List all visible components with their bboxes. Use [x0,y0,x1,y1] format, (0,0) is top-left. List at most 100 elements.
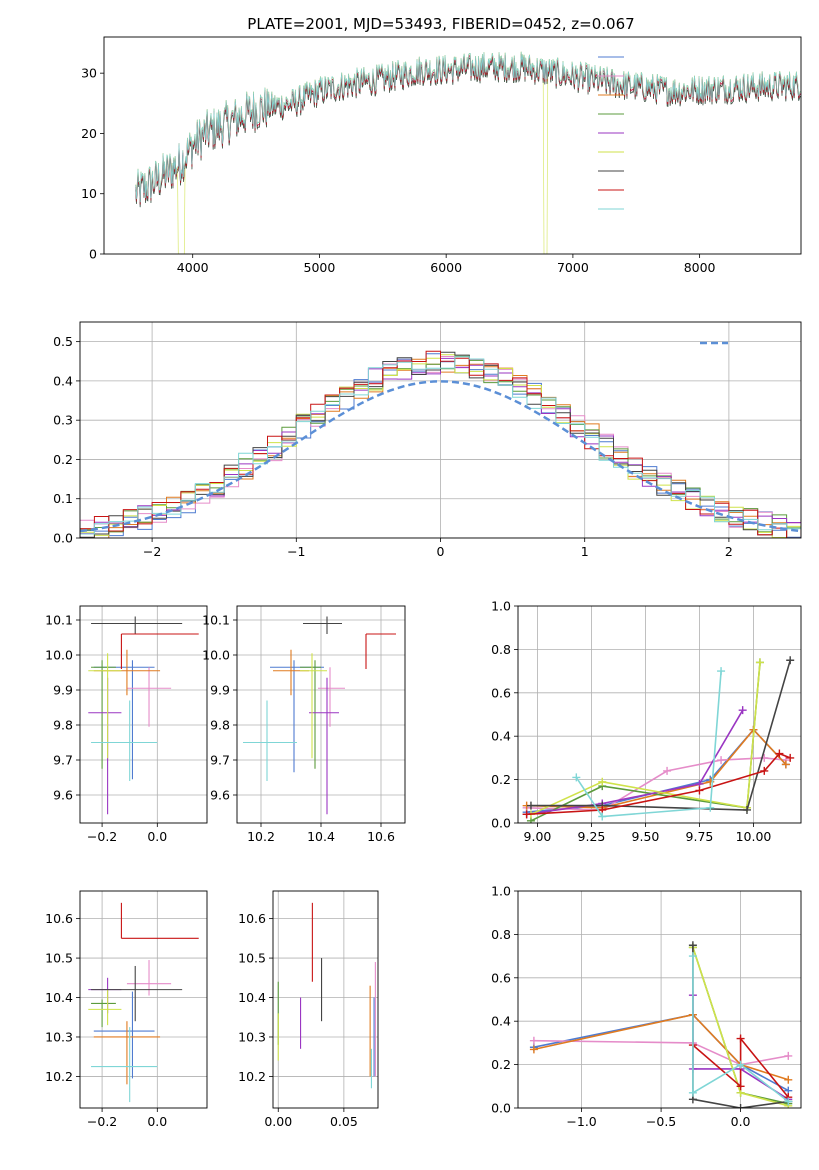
y-tick-label: 0.4 [491,1014,511,1029]
y-tick-label: 0.8 [491,642,511,657]
weight-line [526,752,791,816]
axes-frame [236,605,406,824]
plot-area [80,606,207,823]
x-tick-label: 9.25 [578,829,606,844]
spectrum-line [135,54,801,205]
axes-frame [103,36,802,255]
weight-line [692,956,789,1103]
spectrum-line [135,54,801,205]
weight-marker [688,952,697,961]
y-tick-label: 10 [81,186,97,201]
y-tick-label: 0.6 [491,970,511,985]
plot-area [518,606,801,823]
y-tick-label: 10.4 [238,990,266,1005]
x-tick-label: 0.00 [264,1114,292,1129]
gaussian-curve [80,380,801,533]
spectrum-line [135,56,801,208]
panel-z_mass: −0.2 0.0 10.2 10.3 10.4 10.5 10.6 [45,890,208,1129]
weight-marker [736,1060,745,1069]
x-tick-label: −1 [287,544,305,559]
x-tick-label: 0.0 [147,1114,167,1129]
y-tick-label: 10.0 [202,648,230,663]
weight-marker [695,786,704,795]
weight-marker [738,706,747,715]
x-tick-label: 9.75 [686,829,714,844]
y-tick-label: 9.9 [210,683,230,698]
y-tick-label: 9.6 [53,788,73,803]
weight-line [533,1013,789,1081]
y-tick-label: 0.0 [491,816,511,831]
plot-area [237,606,405,823]
weight-marker [706,803,715,812]
x-tick-label: 9.50 [632,829,660,844]
axes-frame [517,605,802,824]
weight-marker [786,656,795,665]
axes-frame [79,321,802,539]
weight-marker [755,658,764,667]
x-tick-label: 10.2 [247,829,275,844]
weight-line [526,728,787,809]
x-tick-label: −0.5 [646,1114,676,1129]
y-tick-label: 0.0 [491,1101,511,1116]
y-tick-label: 10.0 [45,648,73,663]
y-tick-label: 10.3 [238,1029,266,1044]
spectrum-line [135,51,801,203]
y-tick-label: 10.6 [45,911,73,926]
y-tick-label: 30 [81,66,97,81]
x-tick-label: 8000 [684,260,716,275]
y-tick-label: 10.3 [45,1029,73,1044]
y-tick-label: 9.9 [53,683,73,698]
panel-z_weight: −1.0 −0.5 0.0 0.0 0.2 0.4 0.6 0.8 1.0 [491,884,802,1129]
y-tick-label: 0.4 [53,373,73,388]
x-tick-label: 0.05 [330,1114,358,1129]
y-tick-label: 10.6 [238,911,266,926]
y-tick-label: 10.2 [238,1069,266,1084]
x-tick-label: 4000 [177,260,209,275]
y-tick-label: 9.7 [210,753,230,768]
weight-marker [717,756,726,765]
weight-line [526,709,744,816]
axes-frame [79,890,208,1109]
spectrum-line [135,51,801,254]
y-tick-label: 10.5 [238,951,266,966]
weight-marker [526,801,535,810]
y-tick-label: 10.1 [202,613,230,628]
plot-area [80,891,207,1108]
y-tick-label: 10.4 [45,990,73,1005]
weight-marker [742,805,751,814]
panels: 4000 5000 6000 7000 8000 0 10 20 30 −2 −1 0 1 2 0.0 0.1… [45,36,802,1129]
weight-line [533,1039,789,1066]
weight-marker [717,667,726,676]
axes-frame [517,890,802,1109]
spectrum-line [135,54,801,205]
y-tick-label: 1.0 [491,599,511,614]
weight-marker [760,766,769,775]
x-tick-label: 6000 [430,260,462,275]
weight-marker [529,1036,538,1045]
weight-line [531,660,791,811]
x-tick-label: −0.2 [87,829,117,844]
axes-frame [272,890,379,1109]
x-tick-label: 9.00 [524,829,552,844]
spectrum-line [135,51,801,203]
weight-marker [736,1082,745,1091]
figure-title: PLATE=2001, MJD=53493, FIBERID=0452, z=0… [247,15,634,33]
y-tick-label: 10.1 [45,613,73,628]
weight-line [575,671,722,818]
weight-marker [598,777,607,786]
y-tick-label: 0.4 [491,729,511,744]
x-tick-label: 0.0 [731,1114,751,1129]
x-tick-label: 5000 [304,260,336,275]
panel-z_age: −0.2 0.0 9.6 9.7 9.8 9.9 10.0 10.1 [45,605,208,844]
x-tick-label: 10.4 [307,829,335,844]
weight-marker [784,1097,793,1106]
x-tick-label: 10.00 [736,829,772,844]
x-tick-label: 0.0 [147,829,167,844]
y-tick-label: 9.8 [210,718,230,733]
weight-marker [775,749,784,758]
weight-marker [522,810,531,819]
y-tick-label: 0.2 [491,1057,511,1072]
y-tick-label: 1.0 [491,884,511,899]
x-tick-label: −0.2 [87,1114,117,1129]
